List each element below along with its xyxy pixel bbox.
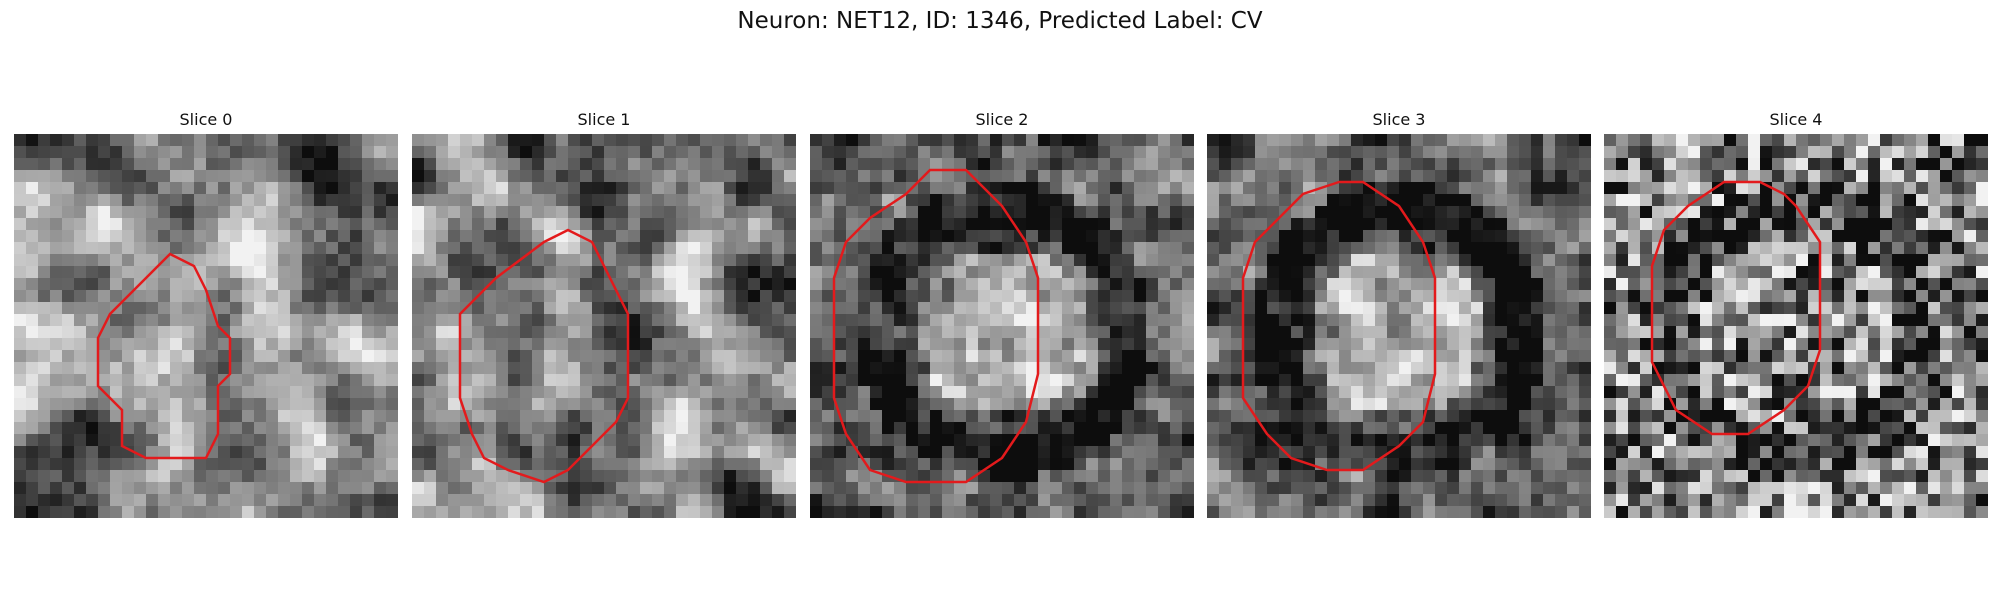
slice-image-3 bbox=[1207, 134, 1591, 518]
slice-svg-0 bbox=[14, 134, 398, 518]
slice-title-4: Slice 4 bbox=[1769, 110, 1823, 129]
slice-svg-2 bbox=[810, 134, 1194, 518]
slice-title-2: Slice 2 bbox=[975, 110, 1029, 129]
slice-image-0 bbox=[14, 134, 398, 518]
contour-outline-4 bbox=[1650, 180, 1822, 436]
slice-image-2 bbox=[810, 134, 1194, 518]
contour-outline-1 bbox=[458, 228, 630, 484]
slice-title-3: Slice 3 bbox=[1372, 110, 1426, 129]
slice-title-1: Slice 1 bbox=[577, 110, 631, 129]
contour-outline-2 bbox=[832, 168, 1040, 484]
slice-image-1 bbox=[412, 134, 796, 518]
slice-svg-4 bbox=[1604, 134, 1988, 518]
contour-outline-0 bbox=[96, 252, 232, 460]
slice-title-0: Slice 0 bbox=[179, 110, 233, 129]
slice-svg-1 bbox=[412, 134, 796, 518]
slice-image-4 bbox=[1604, 134, 1988, 518]
figure-title: Neuron: NET12, ID: 1346, Predicted Label… bbox=[737, 8, 1263, 34]
slice-svg-3 bbox=[1207, 134, 1591, 518]
contour-outline-3 bbox=[1241, 180, 1437, 472]
